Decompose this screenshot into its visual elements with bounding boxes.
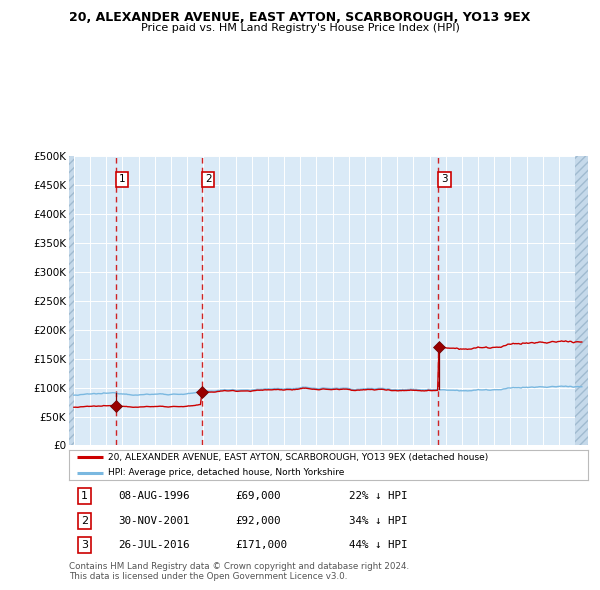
Text: 3: 3: [81, 540, 88, 550]
Text: 1: 1: [118, 175, 125, 185]
Text: 1: 1: [81, 491, 88, 502]
Text: £69,000: £69,000: [235, 491, 281, 502]
Text: 08-AUG-1996: 08-AUG-1996: [118, 491, 190, 502]
Text: £171,000: £171,000: [235, 540, 287, 550]
Text: This data is licensed under the Open Government Licence v3.0.: This data is licensed under the Open Gov…: [69, 572, 347, 581]
Text: Contains HM Land Registry data © Crown copyright and database right 2024.: Contains HM Land Registry data © Crown c…: [69, 562, 409, 571]
Text: 2: 2: [81, 516, 88, 526]
Text: 2: 2: [205, 175, 211, 185]
Text: £92,000: £92,000: [235, 516, 281, 526]
Text: 22% ↓ HPI: 22% ↓ HPI: [349, 491, 408, 502]
Text: 30-NOV-2001: 30-NOV-2001: [118, 516, 190, 526]
Text: 20, ALEXANDER AVENUE, EAST AYTON, SCARBOROUGH, YO13 9EX (detached house): 20, ALEXANDER AVENUE, EAST AYTON, SCARBO…: [108, 453, 488, 462]
Text: 34% ↓ HPI: 34% ↓ HPI: [349, 516, 408, 526]
Text: Price paid vs. HM Land Registry's House Price Index (HPI): Price paid vs. HM Land Registry's House …: [140, 23, 460, 33]
Text: 20, ALEXANDER AVENUE, EAST AYTON, SCARBOROUGH, YO13 9EX: 20, ALEXANDER AVENUE, EAST AYTON, SCARBO…: [70, 11, 530, 24]
Text: 44% ↓ HPI: 44% ↓ HPI: [349, 540, 408, 550]
Text: HPI: Average price, detached house, North Yorkshire: HPI: Average price, detached house, Nort…: [108, 468, 344, 477]
Text: 3: 3: [442, 175, 448, 185]
Text: 26-JUL-2016: 26-JUL-2016: [118, 540, 190, 550]
